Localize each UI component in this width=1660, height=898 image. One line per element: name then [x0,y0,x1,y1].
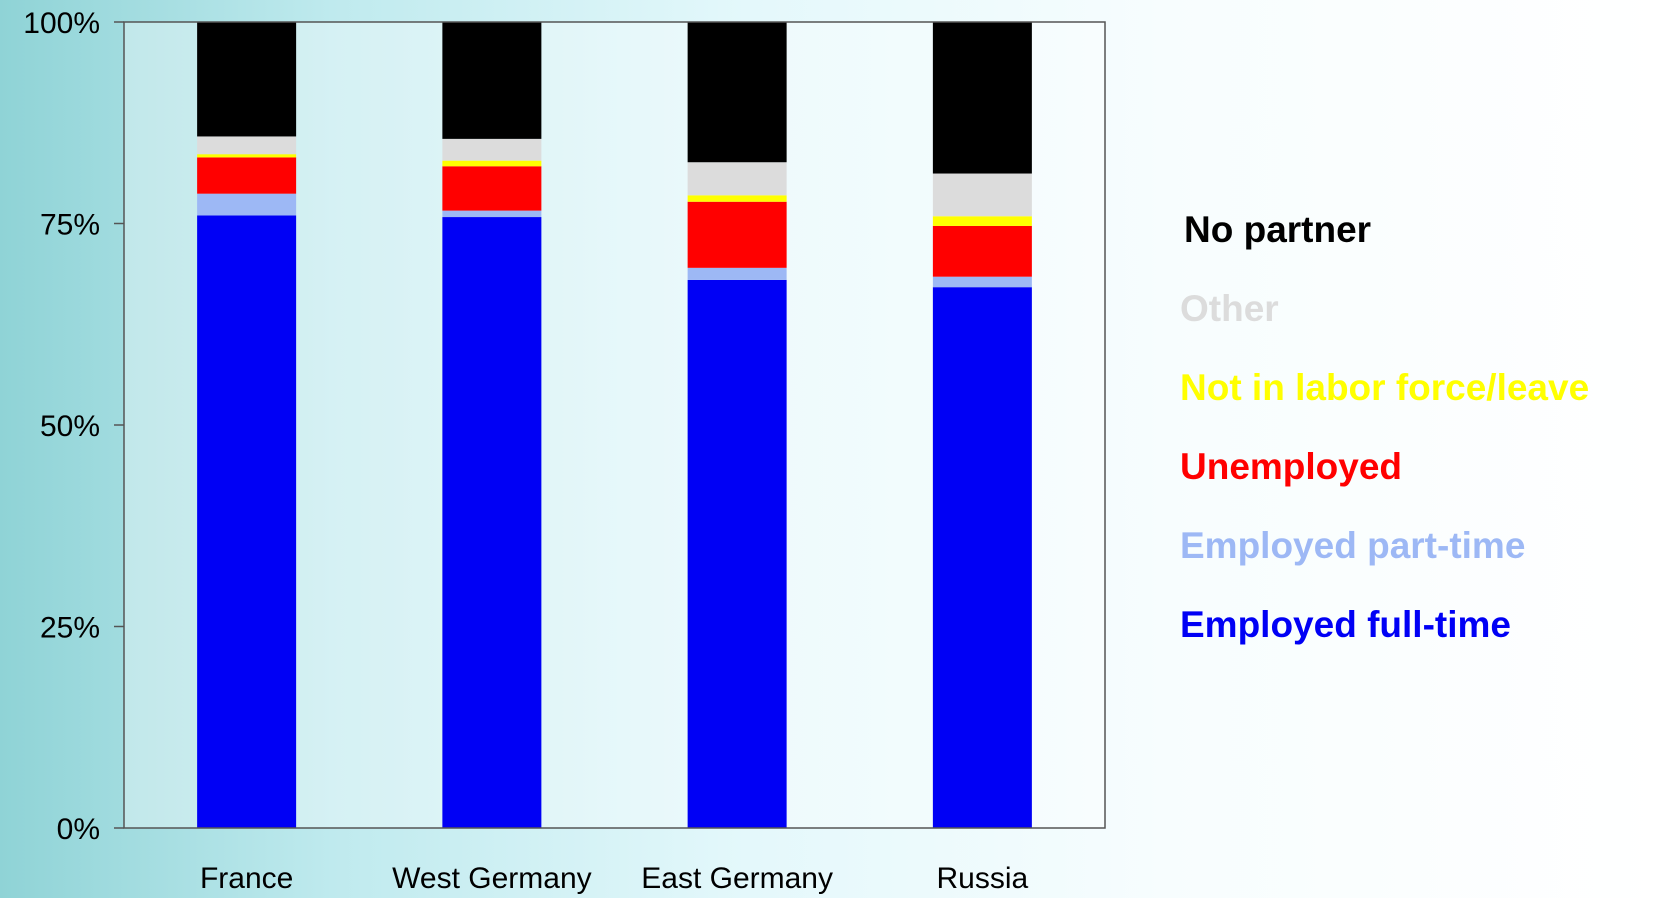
legend-item-employed-part-time: Employed part-time [1180,525,1526,566]
x-tick-label: Russia [937,862,1029,895]
y-tick-label: 0% [57,813,100,846]
bar-segment-employed-full-time-france [197,215,297,828]
x-tick-label: France [200,862,293,895]
x-tick-label: West Germany [392,862,592,895]
legend-item-no-partner: No partner [1184,209,1372,250]
bar-segment-not-in-labor-force-leave-west-germany [442,160,542,167]
legend-item-other: Other [1180,288,1279,329]
legend-item-not-in-labor-force-leave: Not in labor force/leave [1180,367,1590,408]
x-tick-label: East Germany [641,862,833,895]
bar-segment-other-west-germany [442,138,542,161]
bars-group [197,22,1032,828]
legend-item-unemployed: Unemployed [1180,446,1403,487]
y-axis: 0% 25% 50% 75% 100% [23,7,124,846]
bar-segment-employed-part-time-france [197,193,297,216]
bar-segment-employed-full-time-east-germany [687,279,787,828]
bar-segment-employed-part-time-east-germany [687,267,787,280]
bar-segment-no-partner-west-germany [442,22,542,139]
y-tick-label: 75% [40,209,100,242]
bar-segment-other-east-germany [687,162,787,196]
bar-segment-employed-part-time-russia [932,276,1032,288]
y-tick-label: 100% [23,7,100,40]
x-axis: France West Germany East Germany Russia [200,862,1029,895]
bar-segment-unemployed-france [197,157,297,194]
y-tick-label: 25% [40,612,100,645]
bar-segment-unemployed-west-germany [442,166,542,211]
bar-segment-not-in-labor-force-leave-east-germany [687,195,787,202]
bar-segment-employed-part-time-west-germany [442,210,542,218]
bar-segment-employed-full-time-west-germany [442,217,542,828]
y-tick-label: 50% [40,410,100,443]
legend: No partner Other Not in labor force/leave U… [1180,200,1589,674]
bar-segment-no-partner-france [197,22,297,137]
bar-segment-no-partner-russia [932,22,1032,174]
plot-frame [123,21,1106,829]
bar-segment-other-france [197,136,297,155]
bar-segment-unemployed-east-germany [687,201,787,268]
bar-segment-no-partner-east-germany [687,22,787,163]
legend-item-employed-full-time: Employed full-time [1180,604,1511,645]
bar-segment-unemployed-russia [932,225,1032,277]
bar-segment-not-in-labor-force-leave-france [197,154,297,158]
bar-segment-employed-full-time-russia [932,287,1032,828]
bar-segment-other-russia [932,173,1032,217]
bar-segment-not-in-labor-force-leave-russia [932,216,1032,226]
